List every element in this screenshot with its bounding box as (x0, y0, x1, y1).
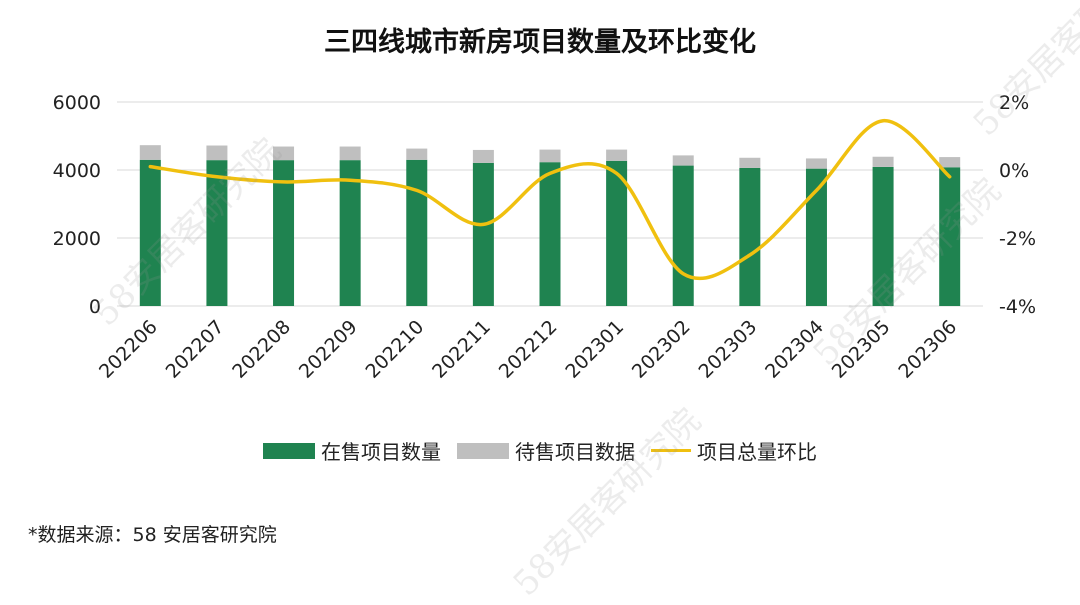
chart-legend: 在售项目数量 待售项目数据 项目总量环比 (0, 436, 1080, 465)
bar-pending (672, 155, 694, 166)
y-right-tick-label: 0% (999, 160, 1029, 182)
y-right-tick-label: 2% (999, 92, 1029, 114)
bar-pending (339, 146, 361, 161)
bar-onsale (606, 160, 628, 306)
source-note: *数据来源：58 安居客研究院 (28, 524, 277, 546)
y-left-tick-label: 4000 (53, 160, 101, 182)
bar-onsale (339, 160, 361, 306)
bar-pending (805, 158, 827, 169)
x-tick-label: 202211 (428, 316, 495, 383)
bar-onsale (539, 162, 561, 306)
bar-pending (139, 145, 161, 160)
bar-onsale (273, 160, 295, 306)
x-tick-label: 202302 (628, 316, 695, 383)
bar-onsale (939, 167, 961, 306)
x-tick-label: 202303 (695, 316, 762, 383)
legend-item-pending: 待售项目数据 (457, 436, 635, 465)
y-left-tick-label: 6000 (53, 92, 101, 114)
legend-item-onsale: 在售项目数量 (263, 436, 441, 465)
bar-onsale (672, 165, 694, 306)
bar-onsale (739, 167, 761, 306)
legend-swatch-mom (651, 449, 691, 452)
y-left-tick-label: 2000 (53, 228, 101, 250)
y-left-tick-label: 0 (89, 296, 101, 318)
bar-onsale (139, 159, 161, 306)
x-tick-label: 202209 (295, 316, 362, 383)
bar-onsale (406, 159, 428, 306)
y-right-tick-label: -2% (999, 228, 1036, 250)
bar-onsale (805, 168, 827, 306)
bar-pending (406, 148, 428, 160)
x-tick-label: 202301 (561, 316, 628, 383)
legend-label-pending: 待售项目数据 (515, 440, 635, 464)
legend-swatch-pending (457, 442, 509, 459)
series-line-mom (148, 118, 952, 281)
bar-pending (606, 149, 628, 161)
x-tick-label: 202210 (361, 316, 428, 383)
x-tick-label: 202306 (894, 316, 961, 383)
bar-pending (472, 149, 494, 163)
legend-swatch-onsale (263, 442, 315, 459)
bar-pending (206, 145, 228, 161)
legend-label-mom: 项目总量环比 (697, 440, 817, 464)
x-tick-label: 202212 (495, 316, 562, 383)
legend-label-onsale: 在售项目数量 (321, 440, 441, 464)
bar-pending (872, 156, 894, 167)
bar-pending (739, 157, 761, 168)
bar-pending (939, 157, 961, 168)
bar-onsale (872, 166, 894, 306)
bar-pending (539, 149, 561, 163)
y-right-tick-label: -4% (999, 296, 1036, 318)
bar-onsale (206, 160, 228, 306)
legend-item-mom: 项目总量环比 (651, 436, 817, 465)
x-tick-label: 202208 (228, 316, 295, 383)
x-tick-label: 202207 (162, 316, 229, 383)
bar-pending (273, 146, 295, 161)
chart-title: 三四线城市新房项目数量及环比变化 (324, 27, 756, 58)
bar-onsale (472, 162, 494, 306)
